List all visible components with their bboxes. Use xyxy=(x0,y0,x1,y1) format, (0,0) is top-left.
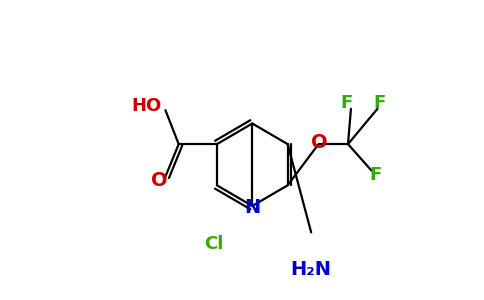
Text: O: O xyxy=(151,171,167,190)
Text: F: F xyxy=(370,166,382,184)
Text: Cl: Cl xyxy=(204,235,224,253)
Text: H₂N: H₂N xyxy=(291,260,332,279)
Text: N: N xyxy=(244,198,260,217)
Text: F: F xyxy=(340,94,353,112)
Text: F: F xyxy=(374,94,386,112)
Text: O: O xyxy=(311,133,328,152)
Text: HO: HO xyxy=(131,97,162,115)
